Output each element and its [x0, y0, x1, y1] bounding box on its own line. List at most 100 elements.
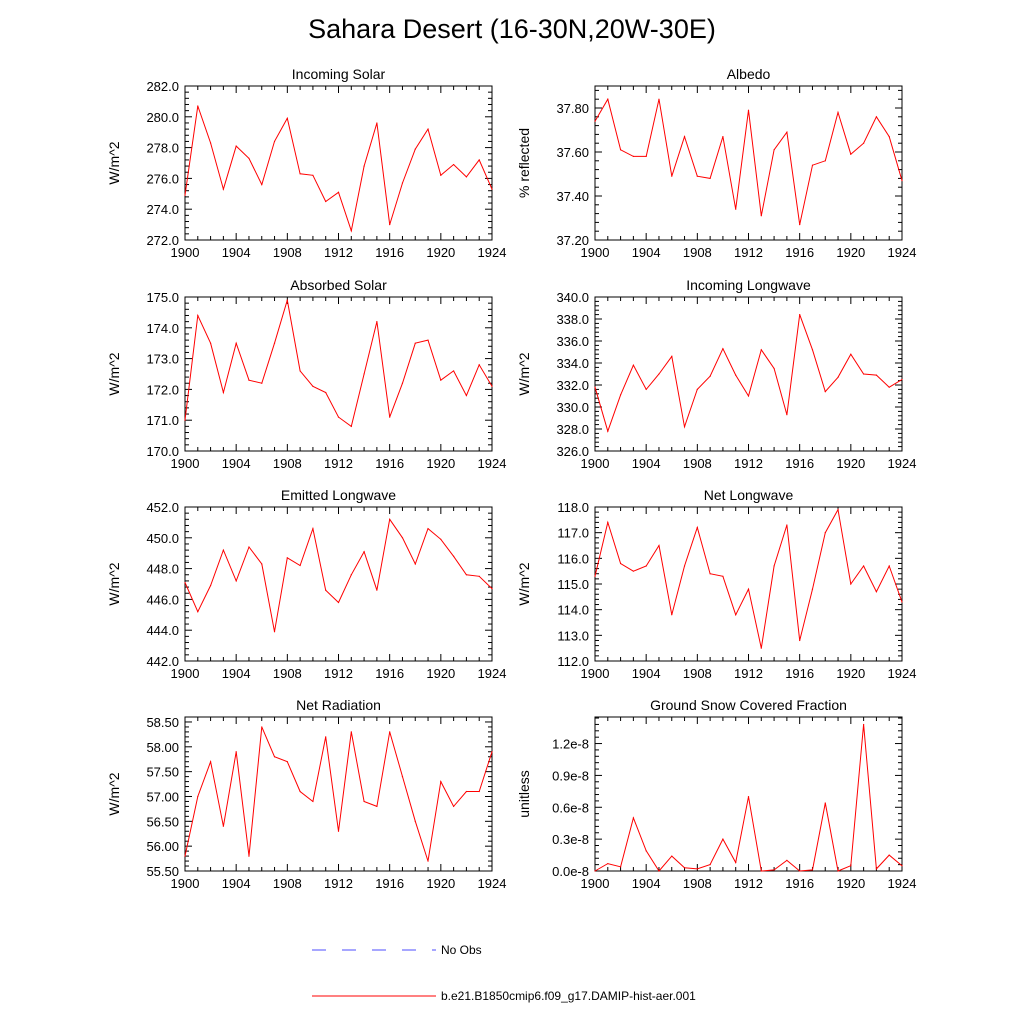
data-point: [850, 583, 852, 585]
x-tick-label: 1912: [734, 245, 763, 260]
data-point: [658, 870, 660, 872]
data-point: [632, 817, 634, 819]
panel-2: Albedo % reflected 1900 1904 1908 1912 1916 192…: [516, 66, 916, 260]
data-point: [850, 153, 852, 155]
y-tick-label: 171.0: [146, 413, 179, 428]
data-point: [696, 175, 698, 177]
data-point: [696, 526, 698, 529]
x-tick-label: 1904: [632, 876, 661, 891]
data-point: [465, 394, 468, 397]
data-point: [440, 780, 442, 783]
data-point: [478, 364, 480, 366]
data-point: [427, 339, 429, 341]
data-point: [222, 549, 224, 551]
y-tick-label: 118.0: [557, 500, 589, 515]
x-tick-label: 1924: [478, 666, 507, 681]
y-tick-label: 272.0: [146, 233, 179, 248]
data-point: [325, 391, 327, 394]
y-tick-label: 37.40: [556, 189, 589, 204]
data-point: [286, 117, 288, 119]
y-axis-label: % reflected: [516, 128, 532, 198]
x-tick-label: 1904: [632, 666, 661, 681]
data-point: [197, 611, 199, 613]
data-point: [312, 174, 314, 176]
x-tick-label: 1908: [273, 876, 302, 891]
panel-1: Incoming Solar W/m^2 1900 1904 1908 1912 1916 1…: [106, 66, 506, 260]
data-point: [837, 111, 839, 113]
x-tick-label: 1908: [683, 456, 712, 471]
y-tick-label: 274.0: [146, 202, 179, 217]
data-point: [235, 342, 237, 344]
x-tick-label: 1912: [324, 245, 353, 260]
y-tick-label: 336.0: [556, 334, 589, 349]
data-point: [799, 224, 801, 226]
data-point: [850, 865, 852, 867]
y-axis-label: W/m^2: [106, 772, 122, 815]
x-tick-label: 1908: [273, 666, 302, 681]
data-point: [619, 394, 622, 396]
data-point: [312, 527, 314, 530]
y-tick-label: 334.0: [556, 356, 589, 371]
data-point: [760, 870, 762, 872]
data-point: [427, 860, 429, 862]
data-point: [709, 177, 711, 179]
x-tick-label: 1904: [222, 876, 251, 891]
y-tick-label: 37.20: [556, 233, 589, 248]
data-point: [619, 562, 622, 565]
panel-title: Ground Snow Covered Fraction: [650, 697, 847, 713]
data-point: [414, 148, 416, 150]
data-point: [363, 551, 365, 553]
data-point: [478, 575, 480, 577]
data-point: [658, 98, 660, 100]
panel-8: Ground Snow Covered Fraction unitless 1900…: [516, 697, 916, 891]
legend-no-obs-label: No Obs: [441, 943, 482, 957]
data-point: [632, 364, 634, 366]
data-point: [414, 820, 416, 822]
data-point: [683, 867, 686, 869]
data-point: [863, 565, 865, 567]
y-tick-label: 282.0: [146, 79, 179, 94]
y-tick-label: 37.80: [556, 101, 589, 116]
data-point: [197, 314, 199, 317]
data-point: [875, 374, 878, 376]
data-point: [722, 136, 724, 138]
x-tick-label: 1900: [581, 876, 610, 891]
data-point: [850, 353, 852, 355]
data-point: [619, 866, 622, 868]
x-tick-label: 1900: [581, 666, 610, 681]
data-point: [696, 868, 698, 870]
x-tick-label: 1900: [581, 456, 610, 471]
data-point: [735, 614, 737, 616]
y-tick-label: 0.3e-8: [552, 832, 589, 847]
data-point: [401, 182, 404, 184]
x-tick-label: 1912: [324, 666, 353, 681]
data-point: [337, 191, 340, 193]
data-point: [465, 790, 468, 793]
data-point: [811, 164, 814, 166]
data-point: [837, 870, 839, 872]
y-tick-label: 55.50: [146, 864, 179, 879]
data-point: [658, 373, 660, 375]
plot-frame: [594, 85, 903, 241]
data-point: [735, 208, 737, 210]
data-point: [837, 508, 839, 511]
x-tick-label: 1924: [478, 245, 507, 260]
panel-7: Net Radiation W/m^2 1900 1904 1908 1912 1916 19…: [106, 697, 506, 891]
data-point: [389, 416, 391, 418]
data-point: [440, 174, 442, 176]
y-tick-label: 276.0: [146, 171, 179, 186]
data-point: [273, 342, 276, 344]
data-point: [491, 188, 493, 190]
data-point: [491, 751, 493, 753]
x-tick-label: 1920: [836, 876, 865, 891]
y-axis-label: W/m^2: [106, 562, 122, 605]
x-tick-label: 1920: [426, 456, 455, 471]
data-point: [824, 802, 826, 804]
data-point: [901, 180, 903, 182]
data-point: [875, 116, 878, 118]
data-point: [261, 183, 263, 186]
data-point: [760, 215, 762, 217]
data-point: [273, 631, 276, 633]
y-tick-label: 332.0: [556, 378, 589, 393]
data-point: [863, 723, 865, 726]
